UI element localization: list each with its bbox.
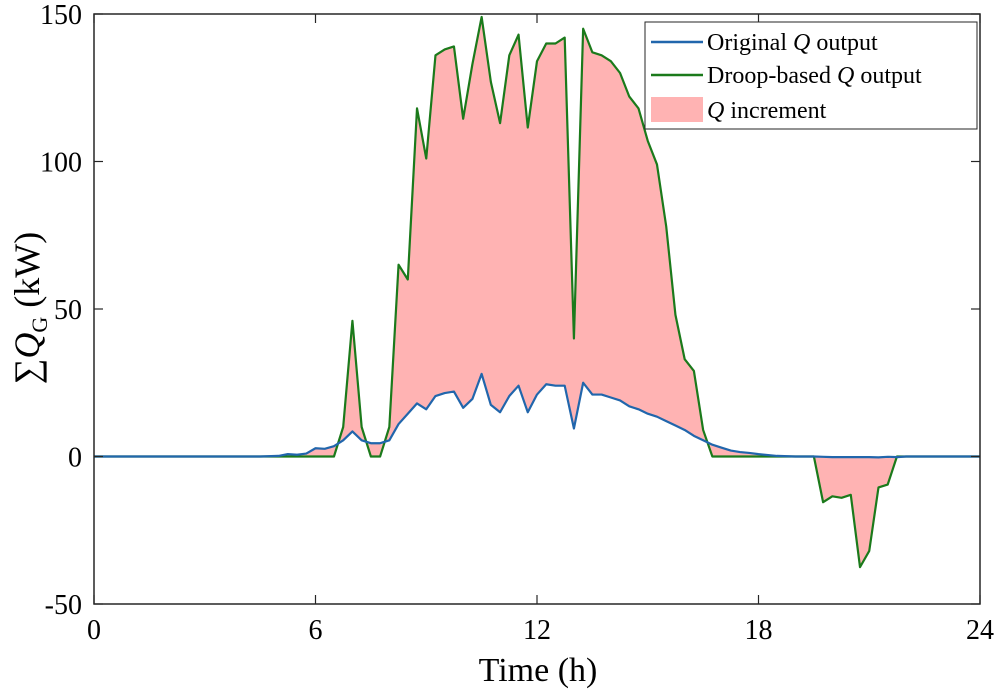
series-layer xyxy=(94,15,980,569)
y-axis-title: ∑QG (kW) xyxy=(7,232,52,385)
x-tick-label: 0 xyxy=(87,615,101,646)
droop-q-output-line xyxy=(94,15,980,569)
legend-label-increment: Q increment xyxy=(707,98,827,124)
legend-swatch-increment xyxy=(651,97,703,122)
x-tick-label: 18 xyxy=(745,615,773,646)
q-increment-area xyxy=(94,16,980,568)
y-axis-title-subscript: G xyxy=(27,317,52,333)
y-tick-label: 100 xyxy=(40,148,82,179)
x-tick-label: 12 xyxy=(523,615,551,646)
y-tick-label: 50 xyxy=(54,295,82,326)
x-tick-label: 6 xyxy=(309,615,323,646)
x-axis-title: Time (h) xyxy=(479,652,598,689)
legend-label-original: Original Q output xyxy=(707,30,878,56)
y-axis-title-sum: ∑ xyxy=(7,359,47,385)
legend-label-droop: Droop-based Q output xyxy=(707,63,922,89)
tick-layer xyxy=(93,13,981,605)
original-q-output-line xyxy=(94,372,980,459)
y-tick-label: -50 xyxy=(45,590,82,621)
y-tick-label: 150 xyxy=(40,0,82,31)
y-axis-title-symbol: Q xyxy=(7,333,47,359)
x-tick-label: 24 xyxy=(966,615,994,646)
legend: Original Q output Droop-based Q output Q… xyxy=(644,21,978,130)
increment-area-layer xyxy=(94,16,980,568)
y-tick-label: 0 xyxy=(68,443,82,474)
y-axis-title-unit: (kW) xyxy=(7,232,47,317)
